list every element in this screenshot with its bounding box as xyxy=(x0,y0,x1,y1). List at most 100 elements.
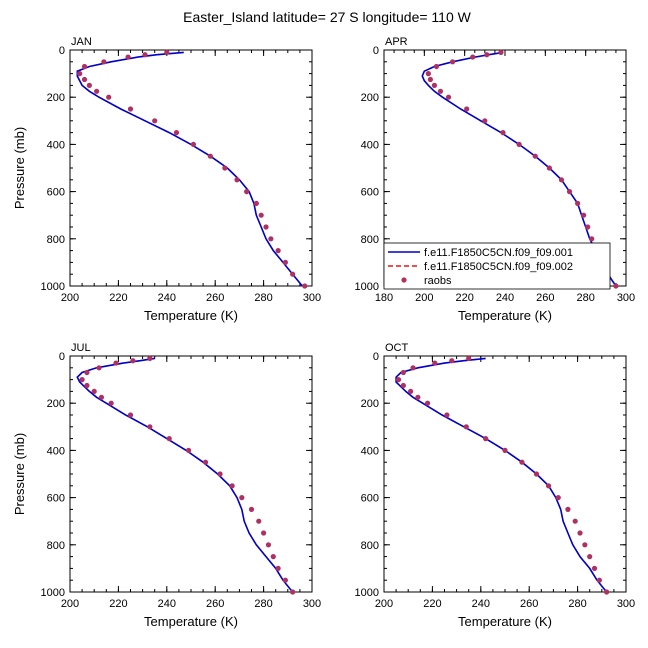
x-tick-label: 240 xyxy=(472,598,490,610)
raobs-point xyxy=(483,436,489,442)
raobs-point xyxy=(445,94,452,100)
raobs-point xyxy=(108,400,114,406)
panel-label: OCT xyxy=(385,342,409,354)
legend-label: raobs xyxy=(424,275,452,287)
x-tick-label: 300 xyxy=(617,292,635,304)
y-tick-label: 1000 xyxy=(355,281,379,293)
raobs-point xyxy=(79,377,85,383)
raobs-point xyxy=(545,483,552,489)
y-tick-label: 800 xyxy=(47,540,65,552)
y-tick-label: 1000 xyxy=(355,587,379,599)
x-axis-label: Temperature (K) xyxy=(144,308,238,323)
x-tick-label: 200 xyxy=(61,598,79,610)
raobs-point xyxy=(613,283,619,289)
raobs-point xyxy=(604,589,610,595)
raobs-point xyxy=(98,394,105,400)
raobs-point xyxy=(258,212,264,218)
raobs-point xyxy=(244,189,250,195)
raobs-point xyxy=(555,495,561,501)
raobs-point xyxy=(127,412,134,418)
raobs-point xyxy=(222,165,228,171)
raobs-point xyxy=(498,49,504,55)
raobs-point xyxy=(449,358,455,364)
raobs-point xyxy=(207,153,213,159)
raobs-point xyxy=(290,589,296,595)
raobs-point xyxy=(190,141,197,147)
series-line-001 xyxy=(395,357,608,593)
raobs-point xyxy=(582,542,588,548)
raobs-point xyxy=(432,360,438,366)
raobs-point xyxy=(147,424,153,430)
raobs-point xyxy=(270,554,276,560)
y-tick-label: 200 xyxy=(47,398,65,410)
x-tick-label: 240 xyxy=(158,598,176,610)
raobs-point xyxy=(575,200,581,206)
raobs-point xyxy=(77,71,83,77)
raobs-point xyxy=(585,224,591,230)
x-tick-label: 220 xyxy=(109,598,127,610)
raobs-point xyxy=(425,71,431,77)
y-tick-label: 600 xyxy=(47,493,65,505)
y-tick-label: 400 xyxy=(361,445,379,457)
x-tick-label: 300 xyxy=(303,598,321,610)
raobs-point xyxy=(84,382,90,389)
y-axis-label: Pressure (mb) xyxy=(12,433,27,515)
raobs-point xyxy=(400,382,406,389)
raobs-point xyxy=(290,271,296,277)
raobs-point xyxy=(185,447,192,453)
y-tick-label: 800 xyxy=(361,540,379,552)
raobs-point xyxy=(519,459,525,465)
series-line-002 xyxy=(76,51,303,287)
legend-label: f.e11.F1850C5CN.f09_f09.001 xyxy=(424,247,573,259)
y-tick-label: 200 xyxy=(361,92,379,104)
y-tick-label: 800 xyxy=(361,234,379,246)
raobs-point xyxy=(466,355,472,361)
panel-jan: JAN 200 220 240 260 280 300 0 200 400 600 800 1000 Te… xyxy=(12,36,321,323)
x-tick-label: 260 xyxy=(206,292,224,304)
raobs-point xyxy=(463,424,469,430)
raobs-point xyxy=(587,554,593,560)
raobs-point xyxy=(577,530,583,536)
raobs-point xyxy=(275,248,281,254)
x-tick-label: 280 xyxy=(254,598,272,610)
x-tick-label: 240 xyxy=(496,292,514,304)
y-tick-label: 400 xyxy=(47,139,65,151)
legend-label: f.e11.F1850C5CN.f09_f09.002 xyxy=(424,261,573,273)
raobs-point xyxy=(152,118,158,124)
raobs-point xyxy=(470,54,476,60)
y-tick-label: 0 xyxy=(59,351,65,363)
raobs-point xyxy=(263,224,269,230)
x-tick-label: 220 xyxy=(455,292,473,304)
panel-label: APR xyxy=(385,36,408,48)
raobs-point xyxy=(84,369,90,376)
raobs-point xyxy=(427,76,433,83)
raobs-point xyxy=(400,369,406,376)
raobs-point xyxy=(282,577,288,583)
x-tick-label: 280 xyxy=(568,598,586,610)
raobs-point xyxy=(464,106,470,112)
panel-apr: APR 180 200 220 240 260 280 300 0 200 400 600 800 100… xyxy=(355,36,636,323)
raobs-point xyxy=(546,165,552,171)
x-tick-label: 200 xyxy=(415,292,433,304)
y-tick-label: 600 xyxy=(47,187,65,199)
raobs-point xyxy=(173,130,180,136)
raobs-point xyxy=(484,52,490,58)
y-tick-label: 1000 xyxy=(41,587,65,599)
raobs-point xyxy=(500,130,506,136)
x-tick-label: 220 xyxy=(423,598,441,610)
raobs-point xyxy=(502,447,508,453)
raobs-point xyxy=(166,436,172,442)
series-line-001 xyxy=(76,357,294,593)
raobs-point xyxy=(147,355,153,361)
raobs-point xyxy=(268,236,274,242)
y-tick-label: 800 xyxy=(47,234,65,246)
raobs-point xyxy=(589,236,595,242)
raobs-point xyxy=(164,49,170,55)
x-tick-label: 260 xyxy=(520,598,538,610)
legend-box xyxy=(383,242,611,290)
raobs-point xyxy=(81,76,88,83)
y-tick-label: 0 xyxy=(373,351,379,363)
y-tick-label: 0 xyxy=(59,45,65,57)
y-tick-label: 1000 xyxy=(41,281,65,293)
